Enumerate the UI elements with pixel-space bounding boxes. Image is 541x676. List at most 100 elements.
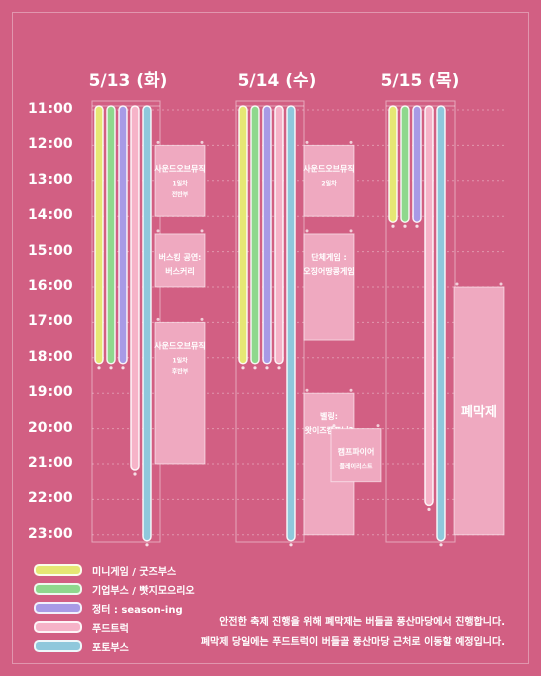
time-label: 21:00: [28, 455, 73, 471]
day-column-frame: [91, 100, 161, 543]
event-title: 사운드오브뮤직: [154, 340, 206, 350]
bar-f6b3c8: [130, 105, 140, 471]
event-detail: 1일차: [172, 179, 188, 187]
event-dot: [200, 140, 204, 144]
event-title: 사운드오브뮤직: [303, 163, 355, 173]
event-dot: [200, 229, 204, 233]
event-dot: [499, 282, 503, 286]
time-label: 15:00: [28, 242, 73, 259]
event-title: 사운드오브뮤직: [154, 163, 206, 173]
bar-end-dot: [265, 366, 269, 370]
event-dot: [156, 140, 160, 144]
event-title: 캠프파이어: [338, 447, 375, 457]
legend-item-minigame: 미니게임 / 굿즈부스: [34, 562, 176, 578]
time-label: 18:00: [28, 348, 73, 365]
bar-end-dot: [145, 543, 149, 547]
bar-end-dot: [277, 366, 281, 370]
legend-swatch: [34, 583, 82, 595]
time-label: 23:00: [28, 525, 73, 542]
time-label: 13:00: [28, 171, 73, 188]
event-title: 벨링:: [320, 411, 338, 421]
bar-end-dot: [253, 366, 257, 370]
time-label: 22:00: [28, 490, 73, 507]
event-dot: [376, 424, 380, 428]
event-card: [303, 233, 355, 341]
event-dot: [455, 282, 459, 286]
event-dot: [305, 388, 309, 392]
event-card: [453, 286, 505, 536]
day-title-1: 5/13 (화): [88, 71, 168, 91]
bar-f6b3c8: [424, 105, 434, 507]
event-card: [154, 144, 206, 217]
event-detail: 1일차: [172, 356, 188, 364]
event-detail: 전반부: [172, 190, 189, 198]
event-dot: [332, 424, 336, 428]
legend-label: 미니게임 / 굿즈부스: [92, 566, 177, 578]
bar-8fd88d: [106, 105, 116, 365]
legend-swatch: [34, 602, 82, 614]
bar-a89ae6: [412, 105, 422, 223]
legend-label: 포토부스: [92, 642, 129, 654]
event-card: [330, 428, 382, 483]
time-label: 19:00: [28, 384, 73, 401]
event-detail: 플레이리스트: [339, 463, 373, 471]
bar-end-dot: [289, 543, 293, 547]
notice-line-2: 폐막제 당일에는 푸드트럭이 버들골 풍산마당 근처로 이동할 예정입니다.: [200, 637, 505, 648]
bar-end-dot: [427, 507, 431, 511]
bar-8fc8dc: [286, 105, 296, 542]
bar-a89ae6: [118, 105, 128, 365]
event-dot: [156, 229, 160, 233]
bar-8fc8dc: [142, 105, 152, 542]
bar-end-dot: [391, 224, 395, 228]
event-title: 단체게임 :: [311, 252, 346, 262]
event-title: 폐막제: [461, 404, 497, 420]
bar-8fd88d: [250, 105, 260, 365]
bar-e6e774: [94, 105, 104, 365]
event-title: 버스킹 공연:: [159, 252, 202, 262]
bar-e6e774: [238, 105, 248, 365]
time-label: 20:00: [28, 419, 73, 436]
event-dot: [349, 388, 353, 392]
time-label: 16:00: [28, 278, 73, 294]
event-detail: 2일차: [321, 179, 337, 187]
bar-8fd88d: [400, 105, 410, 223]
event-card: [154, 233, 206, 288]
event-card: [303, 144, 355, 217]
legend-item-foodtruck: 푸드트럭: [34, 619, 129, 635]
bar-end-dot: [241, 366, 245, 370]
legend-swatch: [34, 564, 82, 576]
notice-line-1: 안전한 축제 진행을 위해 폐막제는 버들골 풍산마당에서 진행합니다.: [219, 617, 505, 628]
event-detail: 버스커리: [165, 266, 194, 276]
time-label: 11:00: [28, 101, 73, 117]
bar-end-dot: [97, 366, 101, 370]
time-label: 12:00: [28, 136, 73, 153]
bar-end-dot: [403, 224, 407, 228]
event-dot: [305, 229, 309, 233]
time-label: 14:00: [28, 207, 73, 224]
day-title-3: 5/15 (목): [380, 71, 460, 91]
legend-swatch: [34, 640, 82, 652]
event-dot: [200, 317, 204, 321]
legend-label: 푸드트럭: [92, 623, 129, 635]
legend-item-company: 기업부스 / 빳지모으리오: [34, 581, 195, 597]
legend-item-jeongteo: 정터 : season-ing: [34, 600, 183, 616]
event-dot: [305, 140, 309, 144]
event-detail: 후반부: [172, 367, 189, 375]
event-dot: [349, 229, 353, 233]
event-dot: [156, 317, 160, 321]
poster-frame: [12, 12, 529, 664]
time-label: 17:00: [28, 313, 73, 330]
legend-label: 기업부스 / 빳지모으리오: [92, 585, 195, 597]
legend-swatch: [34, 621, 82, 633]
bar-8fc8dc: [436, 105, 446, 542]
legend-label: 정터 : season-ing: [92, 604, 183, 616]
bar-end-dot: [415, 224, 419, 228]
event-card: [154, 321, 206, 465]
day-title-2: 5/14 (수): [237, 71, 317, 91]
event-dot: [349, 140, 353, 144]
legend-item-photobooth: 포토부스: [34, 638, 129, 654]
bar-end-dot: [133, 472, 137, 476]
event-detail: 왓이즈캠프닝?: [305, 425, 354, 435]
